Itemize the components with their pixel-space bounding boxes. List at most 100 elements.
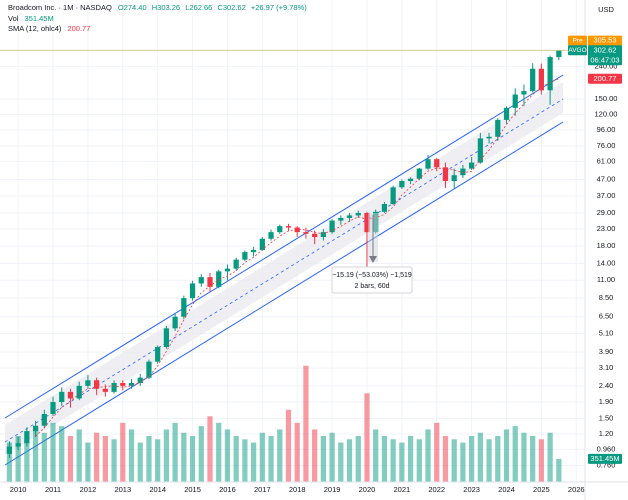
volume-bar — [469, 436, 475, 482]
y-tick-label: 0.960 — [597, 444, 616, 453]
candle-body — [41, 413, 47, 426]
price-label-time: 06:47:03 — [590, 55, 619, 64]
y-tick-label: 23.00 — [597, 224, 616, 233]
x-tick-label: 2026 — [568, 485, 585, 494]
volume-bar — [189, 436, 196, 482]
candle-body — [24, 431, 30, 444]
volume-bar — [277, 429, 283, 482]
volume-bar — [137, 442, 143, 482]
y-tick-label: 8.50 — [599, 293, 614, 302]
volume-bar — [547, 432, 553, 482]
y-tick-label: 2.40 — [599, 381, 614, 390]
volume-bar — [329, 432, 335, 482]
y-tick-label: 1.50 — [599, 413, 614, 422]
x-tick-label: 2025 — [533, 485, 550, 494]
x-tick-label: 2013 — [114, 485, 131, 494]
volume-bar — [434, 422, 440, 482]
candle-body — [94, 380, 100, 389]
volume-bar — [364, 393, 370, 482]
measure-box — [331, 266, 413, 294]
volume-bar — [76, 429, 82, 482]
volume-bar — [338, 442, 344, 482]
price-label-box — [588, 73, 622, 84]
volume-bar — [268, 436, 274, 482]
candle-body — [312, 233, 318, 238]
candle-body — [172, 316, 178, 329]
volume-bar — [163, 429, 170, 482]
candle-body — [207, 277, 213, 287]
x-tick-label: 2022 — [428, 485, 445, 494]
volume-bar — [198, 426, 204, 482]
volume-bar — [425, 429, 431, 482]
price-label-name: Pre — [572, 37, 583, 44]
y-tick-label: 76.00 — [597, 141, 616, 150]
candle-body — [198, 277, 204, 284]
channel-lower — [4, 121, 564, 466]
volume-layer — [6, 365, 562, 482]
axis-layer: 2010 2011 2012 2013 2014 2015 2016 2017 2018 2019… — [10, 36, 622, 494]
candle-body — [390, 187, 396, 205]
candle-body — [6, 446, 13, 454]
candle-body — [32, 425, 39, 432]
candle-body — [224, 268, 231, 272]
volume-bar — [242, 439, 248, 482]
volume-bar — [521, 432, 527, 482]
candle-body — [538, 68, 545, 91]
candle-body — [530, 68, 536, 92]
x-tick-label: 2019 — [324, 485, 341, 494]
volume-bar — [495, 436, 501, 482]
sma-value: 200.77 — [67, 24, 90, 33]
volume-bar — [111, 439, 117, 482]
candle-body — [338, 217, 344, 221]
y-tick-label: 29.00 — [597, 208, 616, 217]
candle-body — [259, 238, 265, 251]
price-label-name: AVGO — [568, 47, 586, 54]
y-tick-label: 1.20 — [599, 429, 614, 438]
candle-body — [451, 175, 457, 181]
candle-body — [277, 226, 283, 233]
candle-body — [294, 227, 300, 233]
volume-bar — [181, 432, 187, 482]
candle-body — [233, 259, 239, 269]
channel-fill — [5, 82, 563, 455]
x-tick-label: 2014 — [149, 485, 166, 494]
x-tick-label: 2012 — [80, 485, 97, 494]
candle-body — [242, 252, 248, 260]
volume-bar — [346, 439, 353, 482]
candle-body — [547, 57, 553, 91]
price-label: 200.77 — [594, 74, 617, 83]
price-label: 305.53 — [594, 36, 617, 45]
x-tick-label: 2015 — [184, 485, 201, 494]
candle-body — [189, 283, 196, 299]
volume-bar — [407, 436, 414, 482]
price-label-tag — [568, 35, 587, 46]
candle-body — [495, 119, 501, 137]
volume-bar — [303, 365, 309, 482]
candle-body — [216, 271, 222, 287]
candle-body — [146, 361, 152, 378]
candle-body — [50, 402, 56, 414]
volume-bar — [312, 429, 318, 482]
candle-body — [477, 138, 483, 163]
y-tick-label: 3.10 — [599, 363, 614, 372]
legend-volume: Vol 351.45M — [8, 14, 54, 23]
legend-main: Broadcom Inc. · 1M · NASDAQ O274.40 H303… — [8, 3, 307, 12]
candle-body — [434, 159, 440, 168]
volume-bar — [460, 442, 466, 482]
volume-bar — [24, 439, 30, 482]
y-tick-label: 11.00 — [597, 275, 615, 284]
candle-body — [416, 168, 422, 179]
legend-low: L262.66 — [185, 3, 212, 12]
volume-bar — [390, 439, 396, 482]
legend-high: H303.26 — [152, 3, 180, 12]
sma-name: SMA (12, ohlc4) — [8, 24, 62, 33]
symbol-title: Broadcom Inc. · 1M · NASDAQ — [8, 3, 112, 12]
measure-arrowhead — [369, 256, 377, 263]
candle-body — [512, 94, 518, 108]
candle-body — [155, 347, 161, 362]
candle-body — [120, 383, 126, 386]
y-tick-label: 61.00 — [597, 156, 616, 165]
volume-bar — [486, 439, 492, 482]
candle-body — [250, 250, 257, 253]
volume-bar — [355, 436, 361, 482]
